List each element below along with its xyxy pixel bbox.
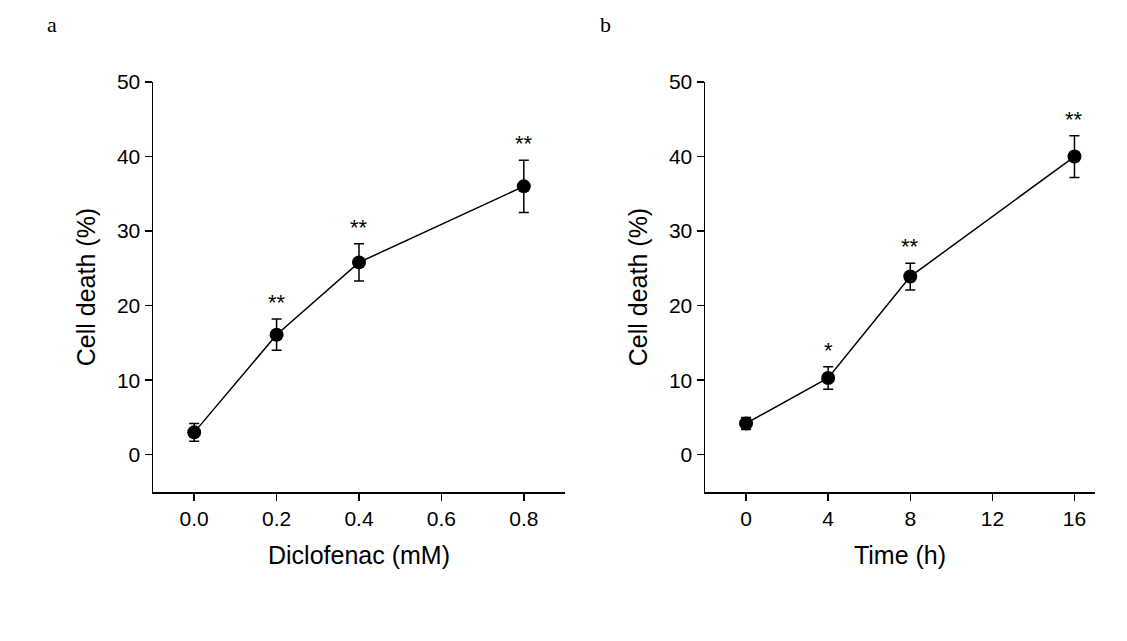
svg-text:30: 30 [117,219,140,242]
svg-text:12: 12 [981,507,1004,530]
svg-text:0.6: 0.6 [427,507,456,530]
svg-text:Time (h): Time (h) [854,541,946,569]
svg-text:b: b [600,12,611,37]
svg-text:10: 10 [117,369,140,392]
svg-text:0: 0 [129,443,141,466]
svg-text:0.0: 0.0 [180,507,209,530]
svg-text:0.8: 0.8 [509,507,538,530]
svg-text:a: a [47,12,57,37]
svg-text:10: 10 [669,369,692,392]
svg-text:20: 20 [117,294,140,317]
svg-text:8: 8 [904,507,916,530]
svg-text:0: 0 [681,443,693,466]
svg-text:**: ** [268,290,286,315]
svg-text:**: ** [901,234,919,259]
svg-text:0.4: 0.4 [344,507,374,530]
svg-text:**: ** [515,131,533,156]
svg-text:20: 20 [669,294,692,317]
svg-text:50: 50 [117,70,140,93]
svg-text:Cell death (%): Cell death (%) [72,208,100,366]
svg-text:Cell death (%): Cell death (%) [624,208,652,366]
svg-text:50: 50 [669,70,692,93]
svg-text:40: 40 [669,145,692,168]
svg-text:0.2: 0.2 [262,507,291,530]
svg-text:30: 30 [669,219,692,242]
svg-text:4: 4 [822,507,834,530]
svg-text:**: ** [350,215,368,240]
svg-text:16: 16 [1063,507,1086,530]
svg-text:Diclofenac (mM): Diclofenac (mM) [268,541,450,569]
svg-text:0: 0 [740,507,752,530]
svg-text:40: 40 [117,145,140,168]
svg-text:**: ** [1065,107,1083,132]
svg-text:*: * [824,338,833,363]
